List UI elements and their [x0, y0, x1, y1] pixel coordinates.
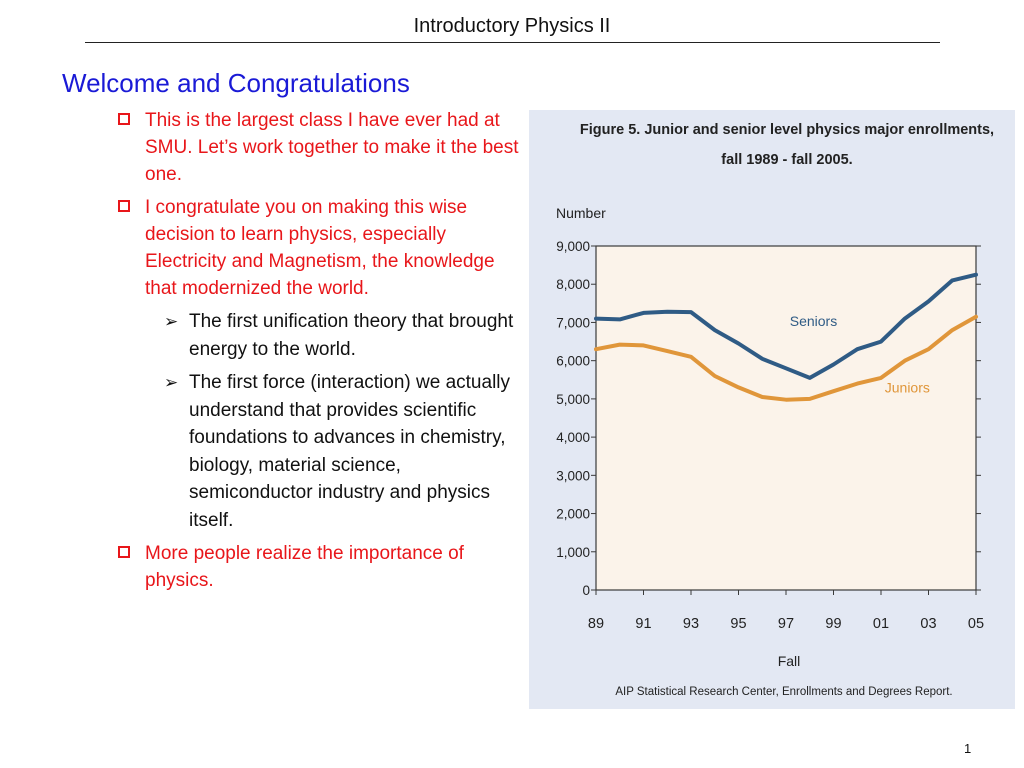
y-tick-label: 5,000	[556, 392, 590, 407]
series-label-juniors: Juniors	[885, 380, 930, 396]
sub-bullet-item: ➢ The first force (interaction) we actua…	[164, 369, 528, 534]
square-bullet-icon	[118, 200, 130, 212]
page-number: 1	[964, 741, 972, 756]
x-tick-label: 03	[920, 616, 936, 632]
y-tick-label: 0	[582, 583, 590, 598]
slide-title: Welcome and Congratulations	[62, 68, 410, 98]
y-tick-label: 6,000	[556, 354, 590, 369]
y-tick-label: 1,000	[556, 545, 590, 560]
x-tick-label: 99	[825, 616, 841, 632]
x-tick-label: 97	[778, 616, 794, 632]
arrowhead-bullet-icon: ➢	[164, 312, 179, 331]
y-tick-label: 3,000	[556, 468, 590, 483]
x-tick-label: 89	[588, 616, 604, 632]
y-tick-label: 7,000	[556, 315, 590, 330]
arrowhead-bullet-icon: ➢	[164, 373, 179, 392]
enrollment-figure: Figure 5. Junior and senior level physic…	[529, 110, 1015, 709]
bullet-item: This is the largest class I have ever ha…	[118, 107, 528, 188]
bullet-item: More people realize the importance of ph…	[118, 540, 528, 594]
series-label-seniors: Seniors	[790, 313, 837, 329]
x-axis-label: Fall	[778, 653, 801, 669]
bullet-item: I congratulate you on making this wise d…	[118, 194, 528, 302]
x-tick-label: 05	[968, 616, 984, 632]
series-line-seniors	[594, 272, 978, 380]
chart-title: Figure 5. Junior and senior level physic…	[580, 122, 994, 138]
x-tick-label: 91	[635, 616, 651, 632]
y-tick-label: 9,000	[556, 239, 590, 254]
bullet-text: This is the largest class I have ever ha…	[145, 110, 519, 185]
y-axis-label: Number	[556, 205, 606, 221]
x-tick-label: 93	[683, 616, 699, 632]
square-bullet-icon	[118, 113, 130, 125]
square-bullet-icon	[118, 546, 130, 558]
x-tick-label: 01	[873, 616, 889, 632]
bullet-text: I congratulate you on making this wise d…	[145, 197, 495, 299]
header-divider	[85, 42, 940, 43]
sub-bullet-item: ➢ The first unification theory that brou…	[164, 308, 528, 363]
plot-area	[595, 245, 977, 591]
enrollment-chart: Figure 5. Junior and senior level physic…	[556, 122, 994, 698]
y-tick-label: 4,000	[556, 430, 590, 445]
chart-subtitle: fall 1989 - fall 2005.	[721, 152, 852, 168]
series-line-juniors	[594, 314, 978, 402]
header-title: Introductory Physics II	[413, 15, 611, 37]
chart-source: AIP Statistical Research Center, Enrollm…	[615, 686, 952, 698]
y-tick-label: 2,000	[556, 507, 590, 522]
sub-bullet-text: The first unification theory that brough…	[189, 311, 514, 360]
x-tick-label: 95	[730, 616, 746, 632]
y-tick-label: 8,000	[556, 277, 590, 292]
slide-content: This is the largest class I have ever ha…	[118, 107, 528, 600]
bullet-text: More people realize the importance of ph…	[145, 543, 464, 591]
sub-bullet-text: The first force (interaction) we actuall…	[189, 372, 511, 531]
